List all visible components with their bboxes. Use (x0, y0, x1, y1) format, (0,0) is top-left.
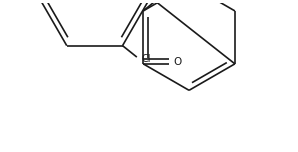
Text: O: O (173, 57, 181, 67)
Text: Cl: Cl (7, 0, 16, 2)
Text: Cl: Cl (141, 54, 150, 64)
